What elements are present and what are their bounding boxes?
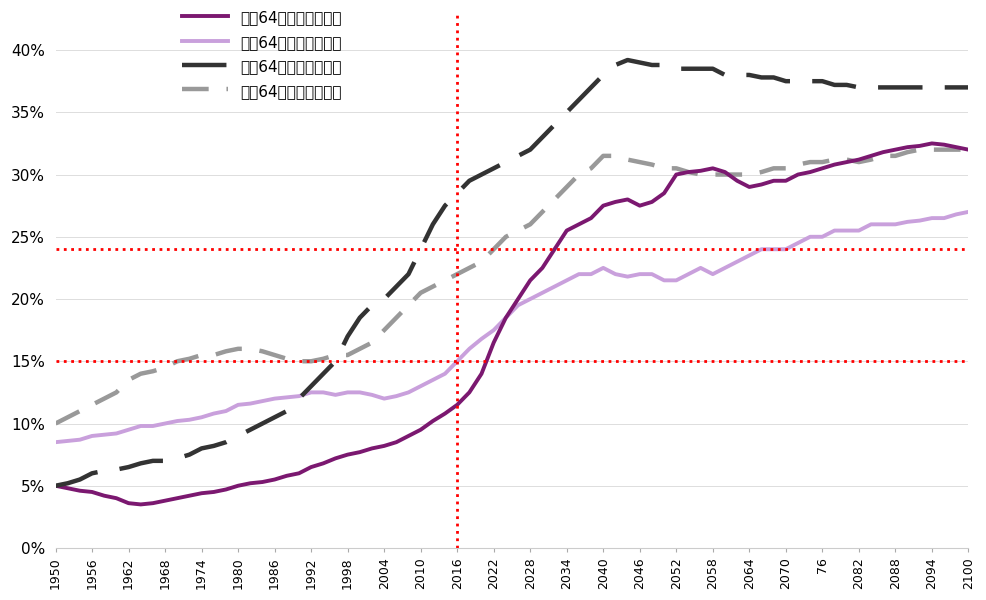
Legend: 中国64岁以上人口占比, 美国64岁以上人口占比, 日本64岁以上人口占比, 德国64岁以上人口占比: 中国64岁以上人口占比, 美国64岁以上人口占比, 日本64岁以上人口占比, 德… (181, 10, 341, 99)
